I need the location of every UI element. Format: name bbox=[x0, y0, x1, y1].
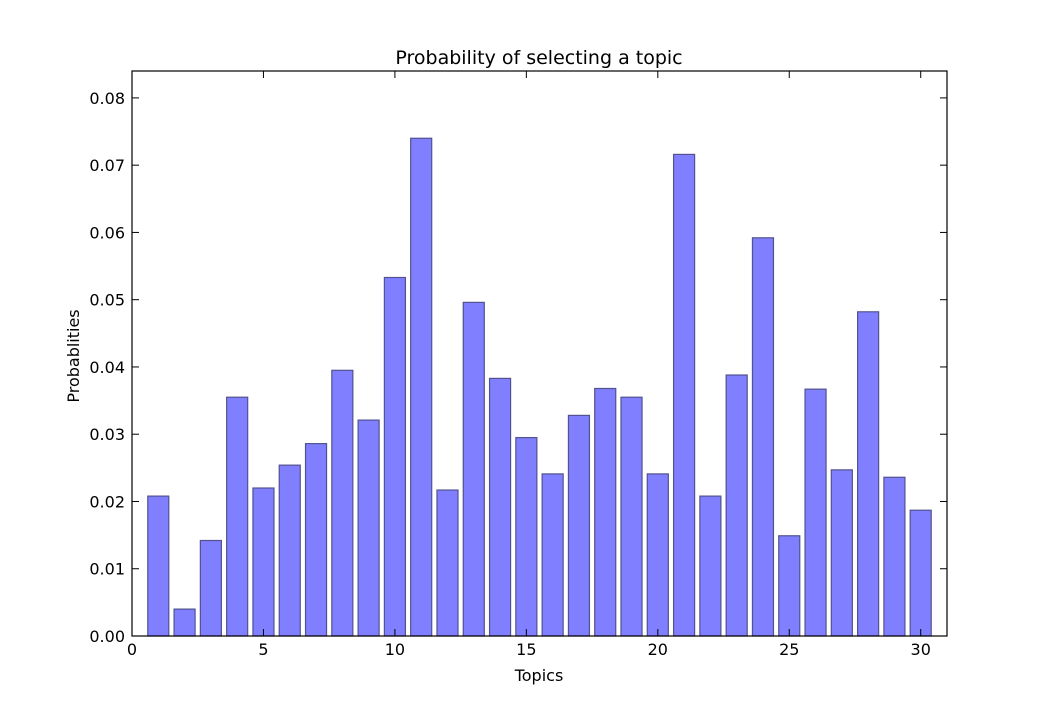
bar-topic-22 bbox=[699, 495, 722, 637]
bar-topic-21 bbox=[672, 153, 696, 637]
x-axis-ticks: 0 5 10 15 20 25 30 bbox=[127, 71, 931, 659]
x-axis-label: Topics bbox=[514, 666, 564, 685]
bar-topic-13 bbox=[462, 301, 485, 637]
bar-topic-19 bbox=[620, 396, 643, 637]
bar-topic-2 bbox=[173, 608, 196, 637]
bar-topic-20 bbox=[646, 473, 669, 637]
x-tick-label: 15 bbox=[516, 640, 536, 659]
y-tick-label: 0.04 bbox=[89, 358, 125, 377]
bar-topic-27 bbox=[830, 469, 853, 637]
bar-topic-28 bbox=[857, 311, 880, 637]
bar-topic-11 bbox=[410, 137, 433, 637]
bar-topic-16 bbox=[541, 473, 564, 637]
bar-topic-26 bbox=[804, 388, 827, 637]
bar-topic-6 bbox=[278, 464, 301, 637]
x-tick-label: 20 bbox=[648, 640, 668, 659]
y-tick-label: 0.07 bbox=[89, 156, 125, 175]
bar-topic-5 bbox=[252, 487, 275, 637]
bar-topic-7 bbox=[304, 443, 328, 637]
bar-topic-30 bbox=[909, 509, 932, 637]
bar-topic-15 bbox=[515, 436, 538, 637]
x-tick-label: 5 bbox=[258, 640, 268, 659]
y-tick-label: 0.06 bbox=[89, 223, 125, 242]
bar-topic-10 bbox=[383, 276, 407, 637]
bar-topic-14 bbox=[488, 377, 512, 637]
plot-frame bbox=[131, 70, 948, 637]
bar-topic-18 bbox=[594, 387, 617, 637]
bar-topic-3 bbox=[199, 539, 222, 637]
bar-topic-29 bbox=[883, 476, 906, 637]
y-axis-label: Probablities bbox=[64, 309, 83, 402]
y-tick-label: 0.03 bbox=[89, 425, 125, 444]
y-axis-ticks: 0.00 0.01 0.02 0.03 0.04 0.05 0.06 0.07 0.08 bbox=[89, 89, 947, 646]
bar-topic-25 bbox=[778, 535, 801, 637]
chart-title: Probability of selecting a topic bbox=[395, 47, 682, 69]
x-tick-label: 30 bbox=[911, 640, 931, 659]
y-tick-label: 0.08 bbox=[89, 89, 125, 108]
bar-topic-1 bbox=[147, 495, 170, 637]
bars-group bbox=[147, 137, 932, 637]
y-tick-label: 0.02 bbox=[89, 492, 125, 511]
bar-topic-8 bbox=[331, 369, 354, 637]
bar-topic-9 bbox=[357, 419, 380, 637]
bar-topic-23 bbox=[725, 374, 748, 637]
bar-topic-17 bbox=[567, 414, 591, 637]
x-tick-label: 25 bbox=[779, 640, 799, 659]
y-tick-label: 0.05 bbox=[89, 291, 125, 310]
x-tick-label: 0 bbox=[127, 640, 137, 659]
bar-topic-24 bbox=[751, 237, 775, 637]
y-tick-label: 0.00 bbox=[89, 627, 125, 646]
bar-topic-4 bbox=[226, 396, 249, 637]
bar-topic-12 bbox=[436, 489, 459, 637]
y-tick-label: 0.01 bbox=[89, 560, 125, 579]
x-tick-label: 10 bbox=[385, 640, 405, 659]
